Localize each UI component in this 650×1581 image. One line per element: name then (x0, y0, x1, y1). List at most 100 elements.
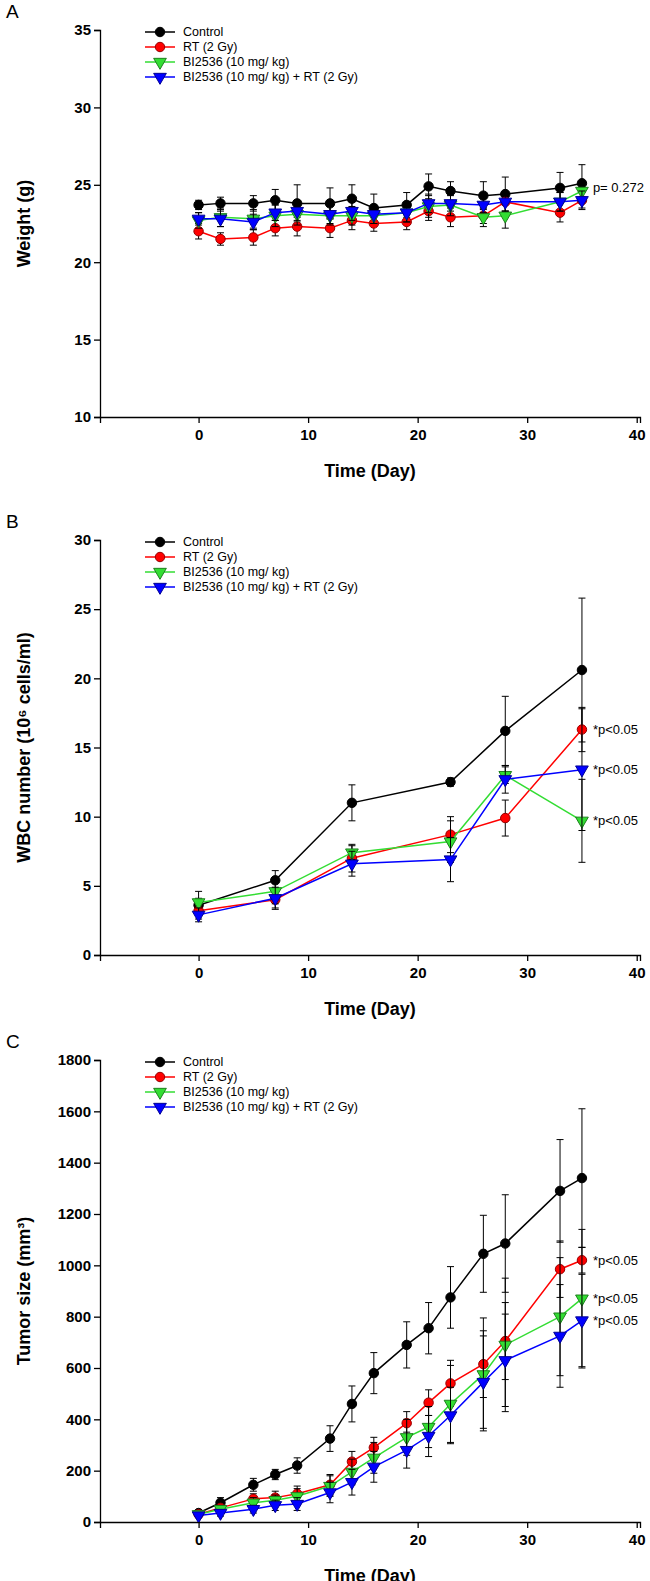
series (194, 598, 587, 912)
point (479, 1249, 488, 1258)
point (499, 212, 512, 223)
y-tick: 20 (74, 670, 100, 687)
point (291, 1500, 304, 1511)
series (192, 1274, 588, 1522)
point (347, 798, 356, 807)
plot-area (192, 598, 588, 922)
point (269, 895, 282, 906)
series (192, 709, 588, 922)
y-tick-label: 5 (83, 877, 91, 894)
point (247, 218, 260, 229)
point (444, 856, 457, 867)
y-tick: 15 (74, 331, 100, 348)
x-tick-label: 40 (629, 426, 646, 443)
series-line (199, 775, 582, 902)
y-tick-mark (94, 185, 100, 186)
legend-entry: BI2536 (10 mg/ kg) (145, 55, 289, 69)
x-axis-line (101, 418, 641, 424)
x-tick-label: 10 (300, 1531, 317, 1548)
legend-marker (154, 58, 167, 69)
legend-marker (155, 1057, 164, 1066)
x-tick-mark (637, 1522, 638, 1528)
x-axis: 010203040 (101, 417, 646, 443)
plot-area (192, 165, 588, 245)
y-tick: 1800 (58, 1051, 100, 1068)
x-tick: 10 (300, 417, 317, 443)
point (555, 183, 564, 192)
legend-entry: BI2536 (10 mg/ kg) + RT (2 Gy) (145, 580, 358, 594)
x-tick-label: 0 (195, 1531, 203, 1548)
figure: A101520253035010203040Time (Day)Weight (… (0, 0, 650, 1581)
annotation: *p<0.05 (593, 722, 638, 737)
y-tick: 20 (74, 254, 100, 271)
legend-entry: BI2536 (10 mg/ kg) (145, 565, 289, 579)
x-tick: 40 (629, 1522, 646, 1548)
legend-label: BI2536 (10 mg/ kg) + RT (2 Gy) (183, 1100, 358, 1114)
y-tick-label: 15 (74, 739, 91, 756)
x-tick-mark (198, 955, 199, 961)
x-tick-label: 0 (195, 964, 203, 981)
y-tick-label: 25 (74, 176, 91, 193)
x-tick-label: 20 (410, 426, 427, 443)
legend-entry: RT (2 Gy) (145, 40, 237, 54)
y-axis-line (94, 541, 101, 956)
legend: ControlRT (2 Gy)BI2536 (10 mg/ kg)BI2536… (145, 25, 358, 84)
legend-entry: BI2536 (10 mg/ kg) (145, 1085, 289, 1099)
point (499, 776, 512, 787)
x-tick: 10 (300, 955, 317, 981)
point (369, 1368, 378, 1377)
point (446, 1293, 455, 1302)
series (194, 193, 587, 246)
legend-marker (155, 42, 164, 51)
y-tick-mark (94, 886, 100, 887)
y-tick-label: 1200 (58, 1205, 91, 1222)
point (424, 182, 433, 191)
y-tick: 5 (83, 877, 100, 894)
legend-marker (154, 568, 167, 579)
y-tick: 800 (66, 1308, 100, 1325)
legend-entry: Control (145, 535, 223, 549)
x-tick-label: 40 (629, 1531, 646, 1548)
y-tick-mark (94, 1111, 100, 1112)
panel: C020040060080010001200140016001800010203… (6, 1031, 646, 1581)
point (192, 215, 205, 226)
y-axis: 051015202530 (74, 531, 100, 963)
annotation: *p<0.05 (593, 813, 638, 828)
x-tick-label: 30 (519, 964, 536, 981)
series-line (199, 1299, 582, 1515)
point (554, 198, 567, 209)
annotation: *p<0.05 (593, 1313, 638, 1328)
x-tick-label: 20 (410, 964, 427, 981)
x-tick-label: 20 (410, 1531, 427, 1548)
plot-area (192, 1109, 588, 1522)
point (324, 211, 337, 222)
y-tick-label: 200 (66, 1462, 91, 1479)
y-tick-label: 1400 (58, 1154, 91, 1171)
x-axis: 010203040 (101, 1522, 646, 1548)
y-tick-mark (94, 1522, 100, 1523)
x-tick-label: 10 (300, 964, 317, 981)
annotation: *p<0.05 (593, 762, 638, 777)
point (501, 813, 510, 822)
legend-marker (154, 1088, 167, 1099)
x-tick: 10 (300, 1522, 317, 1548)
point (325, 1434, 334, 1443)
legend-marker (155, 27, 164, 36)
y-tick-label: 600 (66, 1359, 91, 1376)
y-tick-label: 10 (74, 808, 91, 825)
point (347, 1399, 356, 1408)
y-tick-label: 20 (74, 670, 91, 687)
y-tick-label: 25 (74, 600, 91, 617)
y-tick-label: 10 (74, 408, 91, 425)
y-tick: 30 (74, 531, 100, 548)
annotation: *p<0.05 (593, 1291, 638, 1306)
x-tick-label: 40 (629, 964, 646, 981)
y-tick-mark (94, 678, 100, 679)
x-tick-mark (417, 1522, 418, 1528)
point (214, 215, 227, 226)
legend-entry: BI2536 (10 mg/ kg) + RT (2 Gy) (145, 1100, 358, 1114)
y-axis-title: WBC number (10⁶ cells/ml) (14, 632, 34, 862)
x-axis-title: Time (Day) (324, 999, 416, 1019)
point (576, 197, 589, 208)
y-tick-mark (94, 417, 100, 418)
